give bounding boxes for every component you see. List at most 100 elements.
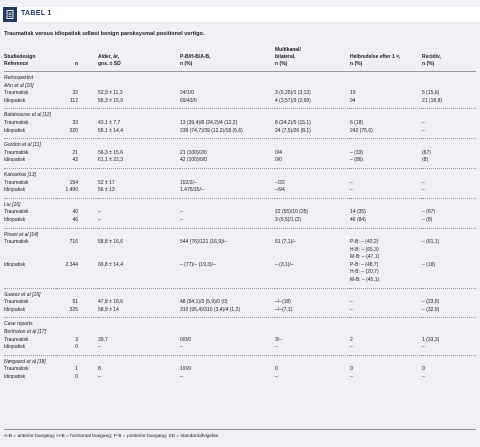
footnote: A-B = anterior buegang; H-B = horisontal…	[4, 434, 220, 439]
group-label-cell: Liu [16]	[4, 197, 476, 210]
group-label-row: Suarez et al [15]	[4, 287, 476, 300]
cell: 2.344	[56, 262, 98, 288]
reference: Nørgaard et al [18]	[4, 358, 46, 365]
cell-text: 69,8 ± 14,4	[98, 261, 123, 268]
cell: 0/0	[275, 157, 350, 168]
group-label-row: Retrospektivt	[4, 70, 476, 83]
data-row: Traumatisk 1 8 1/0/0 0 0 0	[4, 366, 476, 374]
cell-text: 3/–	[275, 336, 282, 343]
header-text: P-B/H-B/A-B,	[180, 54, 211, 60]
cell-text: Idiopatisk	[4, 261, 26, 268]
cell-text: 239 (74,7)/39 (12,2)/18 (5,6)	[180, 127, 243, 134]
cell: –	[98, 209, 180, 217]
cell: 32	[56, 90, 98, 98]
cell: 55,3 ± 15,9	[98, 98, 180, 109]
cell: –/–(7,1)	[275, 307, 350, 318]
cell-text: –	[350, 306, 353, 313]
cell-text: – (8)	[422, 216, 433, 223]
cell-text: 154	[69, 179, 78, 186]
cell-text: 3 (6,25)/1 (3,13)	[275, 90, 311, 97]
cell: – (32,9)	[422, 307, 476, 318]
cell-text: 3	[75, 336, 78, 343]
data-row: Traumatisk 21 56,3 ± 15,6 21 (100)/2/0 0/4 – …	[4, 150, 476, 158]
cell-text: 1/0/0	[180, 366, 192, 373]
cell: 42 (100)/0/0	[180, 157, 275, 168]
header-text: gns. ± SD	[98, 61, 121, 67]
cell-text: – (67)	[422, 209, 436, 216]
cell-text: Traumatisk	[4, 299, 29, 306]
reference: Balatsouras et al [12]	[4, 112, 51, 119]
cell: –	[180, 374, 275, 385]
cell-text: 2.344	[65, 261, 78, 268]
reference: Liu [16]	[4, 201, 21, 208]
cell-text: –/94	[275, 187, 285, 194]
cell-text: 21 (100)/2/0	[180, 149, 207, 156]
cell: –	[422, 128, 476, 139]
cell-text: – (23,5)	[422, 299, 440, 306]
cell-text: Idiopatisk	[4, 344, 26, 351]
data-row: Traumatisk 51 47,8 ± 18,6 48 (94,1)/3 (5,9)…	[4, 299, 476, 307]
cell: 42	[56, 157, 98, 168]
header-row: Studiedesign Reference n Alder, år, gns. ± S…	[4, 47, 476, 72]
header-text: Alder, år,	[98, 54, 120, 60]
cell-text: –/–(18)	[275, 299, 291, 306]
cell: 325	[56, 307, 98, 318]
cell-text: 22 (55)/10 (25)	[275, 209, 309, 216]
cell: 56 ± 13	[98, 187, 180, 198]
cell: 8 (24,2)/5 (15,1)	[275, 120, 350, 128]
cell: –	[350, 307, 422, 318]
header-text: n (%)	[275, 61, 288, 67]
cell: P-B: – (48,7) H-B: – (20,7) M-B: – (45,1)	[350, 262, 422, 288]
group-label-row: Pisani et al [14]	[4, 227, 476, 240]
cell-text: 32	[72, 90, 78, 97]
column-header: Recidiv, n (%)	[422, 47, 476, 72]
reference: Gordon et al [11]	[4, 142, 41, 149]
cell-text: 112	[70, 97, 78, 104]
cell-text: Traumatisk	[4, 90, 29, 97]
column-header: Alder, år, gns. ± SD	[98, 47, 180, 72]
cell: – (33)	[350, 150, 422, 158]
group-label-cell: Nørgaard et al [18]	[4, 354, 476, 367]
cell: Traumatisk	[4, 239, 56, 262]
cell: 58,8 ± 16,6	[98, 239, 180, 262]
cell-text: – (33)	[350, 149, 364, 156]
cell-text: 1.475/15/–	[180, 187, 204, 194]
data-row: Traumatisk 3 39,7 0/0/0 3/– 2 1 (33,3)	[4, 337, 476, 345]
cell: 33	[56, 120, 98, 128]
cell-text: H-B: – (65,3)	[350, 246, 379, 253]
cell: (67)	[422, 150, 476, 158]
cell: P-B: – (43,2) H-B: – (65,3) M-B: – (47,1)	[350, 239, 422, 262]
cell-text: H-B: – (20,7)	[350, 269, 379, 276]
rule	[4, 429, 476, 430]
cell: 1 (33,3)	[422, 337, 476, 345]
cell-text: – (61,1)	[422, 239, 440, 246]
cell-text: Idiopatisk	[4, 187, 26, 194]
cell: –	[350, 344, 422, 355]
cell-text: 21 (18,8)	[422, 97, 443, 104]
cell-text: 24/1/0	[180, 90, 194, 97]
cell-text: M-B: – (47,1)	[350, 254, 380, 261]
cell-text: 47,8 ± 18,6	[98, 299, 123, 306]
cell: 154	[56, 180, 98, 188]
cell-text: –	[275, 344, 278, 351]
cell: 716	[56, 239, 98, 262]
cell-text: –	[422, 179, 425, 186]
cell: Idiopatisk	[4, 157, 56, 168]
cell: 0	[275, 366, 350, 374]
cell-text: 4 (3,57)/3 (2,68)	[275, 97, 311, 104]
cell: 22 (55)/10 (25)	[275, 209, 350, 217]
cell: 5 (15,6)	[422, 90, 476, 98]
cell-text: 0/0	[275, 157, 282, 164]
cell: Idiopatisk	[4, 307, 56, 318]
data-row: Idiopatisk 0 – – – – –	[4, 344, 476, 355]
group-label-row: Ahn et al [10]	[4, 83, 476, 91]
group-label-row: Case reports	[4, 317, 476, 330]
data-row: Idiopatisk 112 55,3 ± 15,9 69/43/0 4 (3,57)/…	[4, 98, 476, 109]
cell: 43,1 ± 7,7	[98, 120, 180, 128]
cell-text: 46 (84)	[350, 216, 366, 223]
group-label-cell: Pisani et al [14]	[4, 227, 476, 240]
group-label-row: Bertholon et al [17]	[4, 329, 476, 337]
data-row: Idiopatisk 0 – – – – –	[4, 374, 476, 385]
group-label-cell: Bertholon et al [17]	[4, 329, 476, 337]
cell-text: – (32,9)	[422, 306, 440, 313]
